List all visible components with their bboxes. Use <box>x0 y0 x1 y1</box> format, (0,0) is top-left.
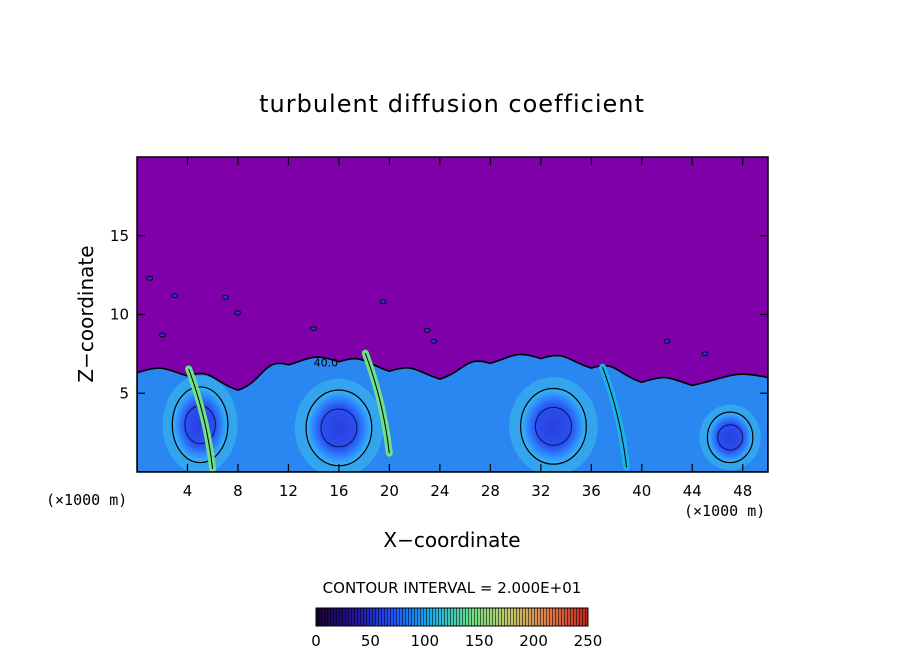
y-tick-label-15: 15 <box>110 227 129 245</box>
x-axis-label: X−coordinate <box>383 528 520 552</box>
colorbar-frame <box>315 607 589 627</box>
x-tick-label-12: 12 <box>279 482 298 500</box>
x-tick-label-20: 20 <box>380 482 399 500</box>
colorbar: 0 50 100 150 200 250 <box>311 607 602 650</box>
blob-4 <box>310 326 318 332</box>
y-axis-label: Z−coordinate <box>74 245 98 382</box>
blob-9 <box>701 351 709 357</box>
blob-3 <box>234 310 242 316</box>
colorbar-ticks-pattern <box>316 608 588 626</box>
blob-5 <box>158 332 166 338</box>
colorbar-labels: 0 50 100 150 200 250 <box>311 632 602 650</box>
eddy-contour-2 <box>534 406 573 446</box>
eddy-core-1 <box>305 389 373 467</box>
blob-7 <box>423 327 431 333</box>
eddy-core-0 <box>171 386 229 464</box>
eddy-core-3 <box>706 411 754 464</box>
y-tick-label-5: 5 <box>119 384 129 402</box>
chart-title: turbulent diffusion coefficient <box>259 90 645 118</box>
x-tick-label-44: 44 <box>683 482 702 500</box>
eddy-core-2 <box>520 387 587 465</box>
x-tick-label-4: 4 <box>183 482 193 500</box>
colorbar-label-100: 100 <box>410 632 439 650</box>
blob-6 <box>379 299 387 305</box>
colorbar-label-250: 250 <box>574 632 603 650</box>
streak-outline-1 <box>364 352 390 454</box>
blob-2 <box>221 294 229 300</box>
colorbar-label-150: 150 <box>465 632 494 650</box>
colorbar-label-50: 50 <box>361 632 380 650</box>
x-tick-label-28: 28 <box>481 482 500 500</box>
x-tick-label-48: 48 <box>733 482 752 500</box>
eddy-contour-3 <box>717 424 744 451</box>
blob-0 <box>146 275 154 281</box>
x-tick-label-36: 36 <box>582 482 601 500</box>
blob-10 <box>663 338 671 344</box>
blob-8 <box>430 338 437 344</box>
contour-interval-label: CONTOUR INTERVAL = 2.000E+01 <box>323 579 582 597</box>
y-axis-ticks: 5 10 15 <box>110 227 768 402</box>
contour-value-label: 40.0 <box>314 356 339 369</box>
x-tick-label-8: 8 <box>233 482 243 500</box>
colorbar-label-200: 200 <box>519 632 548 650</box>
x-tick-label-40: 40 <box>632 482 651 500</box>
streak-outline-2 <box>602 367 628 468</box>
x-axis-ticks: 4 8 12 16 20 24 28 32 36 40 44 48 <box>183 157 752 500</box>
eddy-contour-1 <box>320 408 358 448</box>
x-axis-unit-left: (×1000 m) <box>46 491 127 509</box>
streak-outline-0 <box>188 368 214 469</box>
x-tick-label-32: 32 <box>531 482 550 500</box>
detached-blobs <box>146 275 709 357</box>
colorbar-label-0: 0 <box>311 632 321 650</box>
x-tick-label-16: 16 <box>329 482 348 500</box>
x-axis-unit-right: (×1000 m) <box>684 502 765 520</box>
plot-area: 40.0 <box>137 157 768 472</box>
y-tick-label-10: 10 <box>110 306 129 324</box>
x-tick-label-24: 24 <box>430 482 449 500</box>
eddy-group <box>162 375 761 472</box>
streak-group: 40.0 <box>185 349 631 472</box>
blob-1 <box>171 293 179 299</box>
